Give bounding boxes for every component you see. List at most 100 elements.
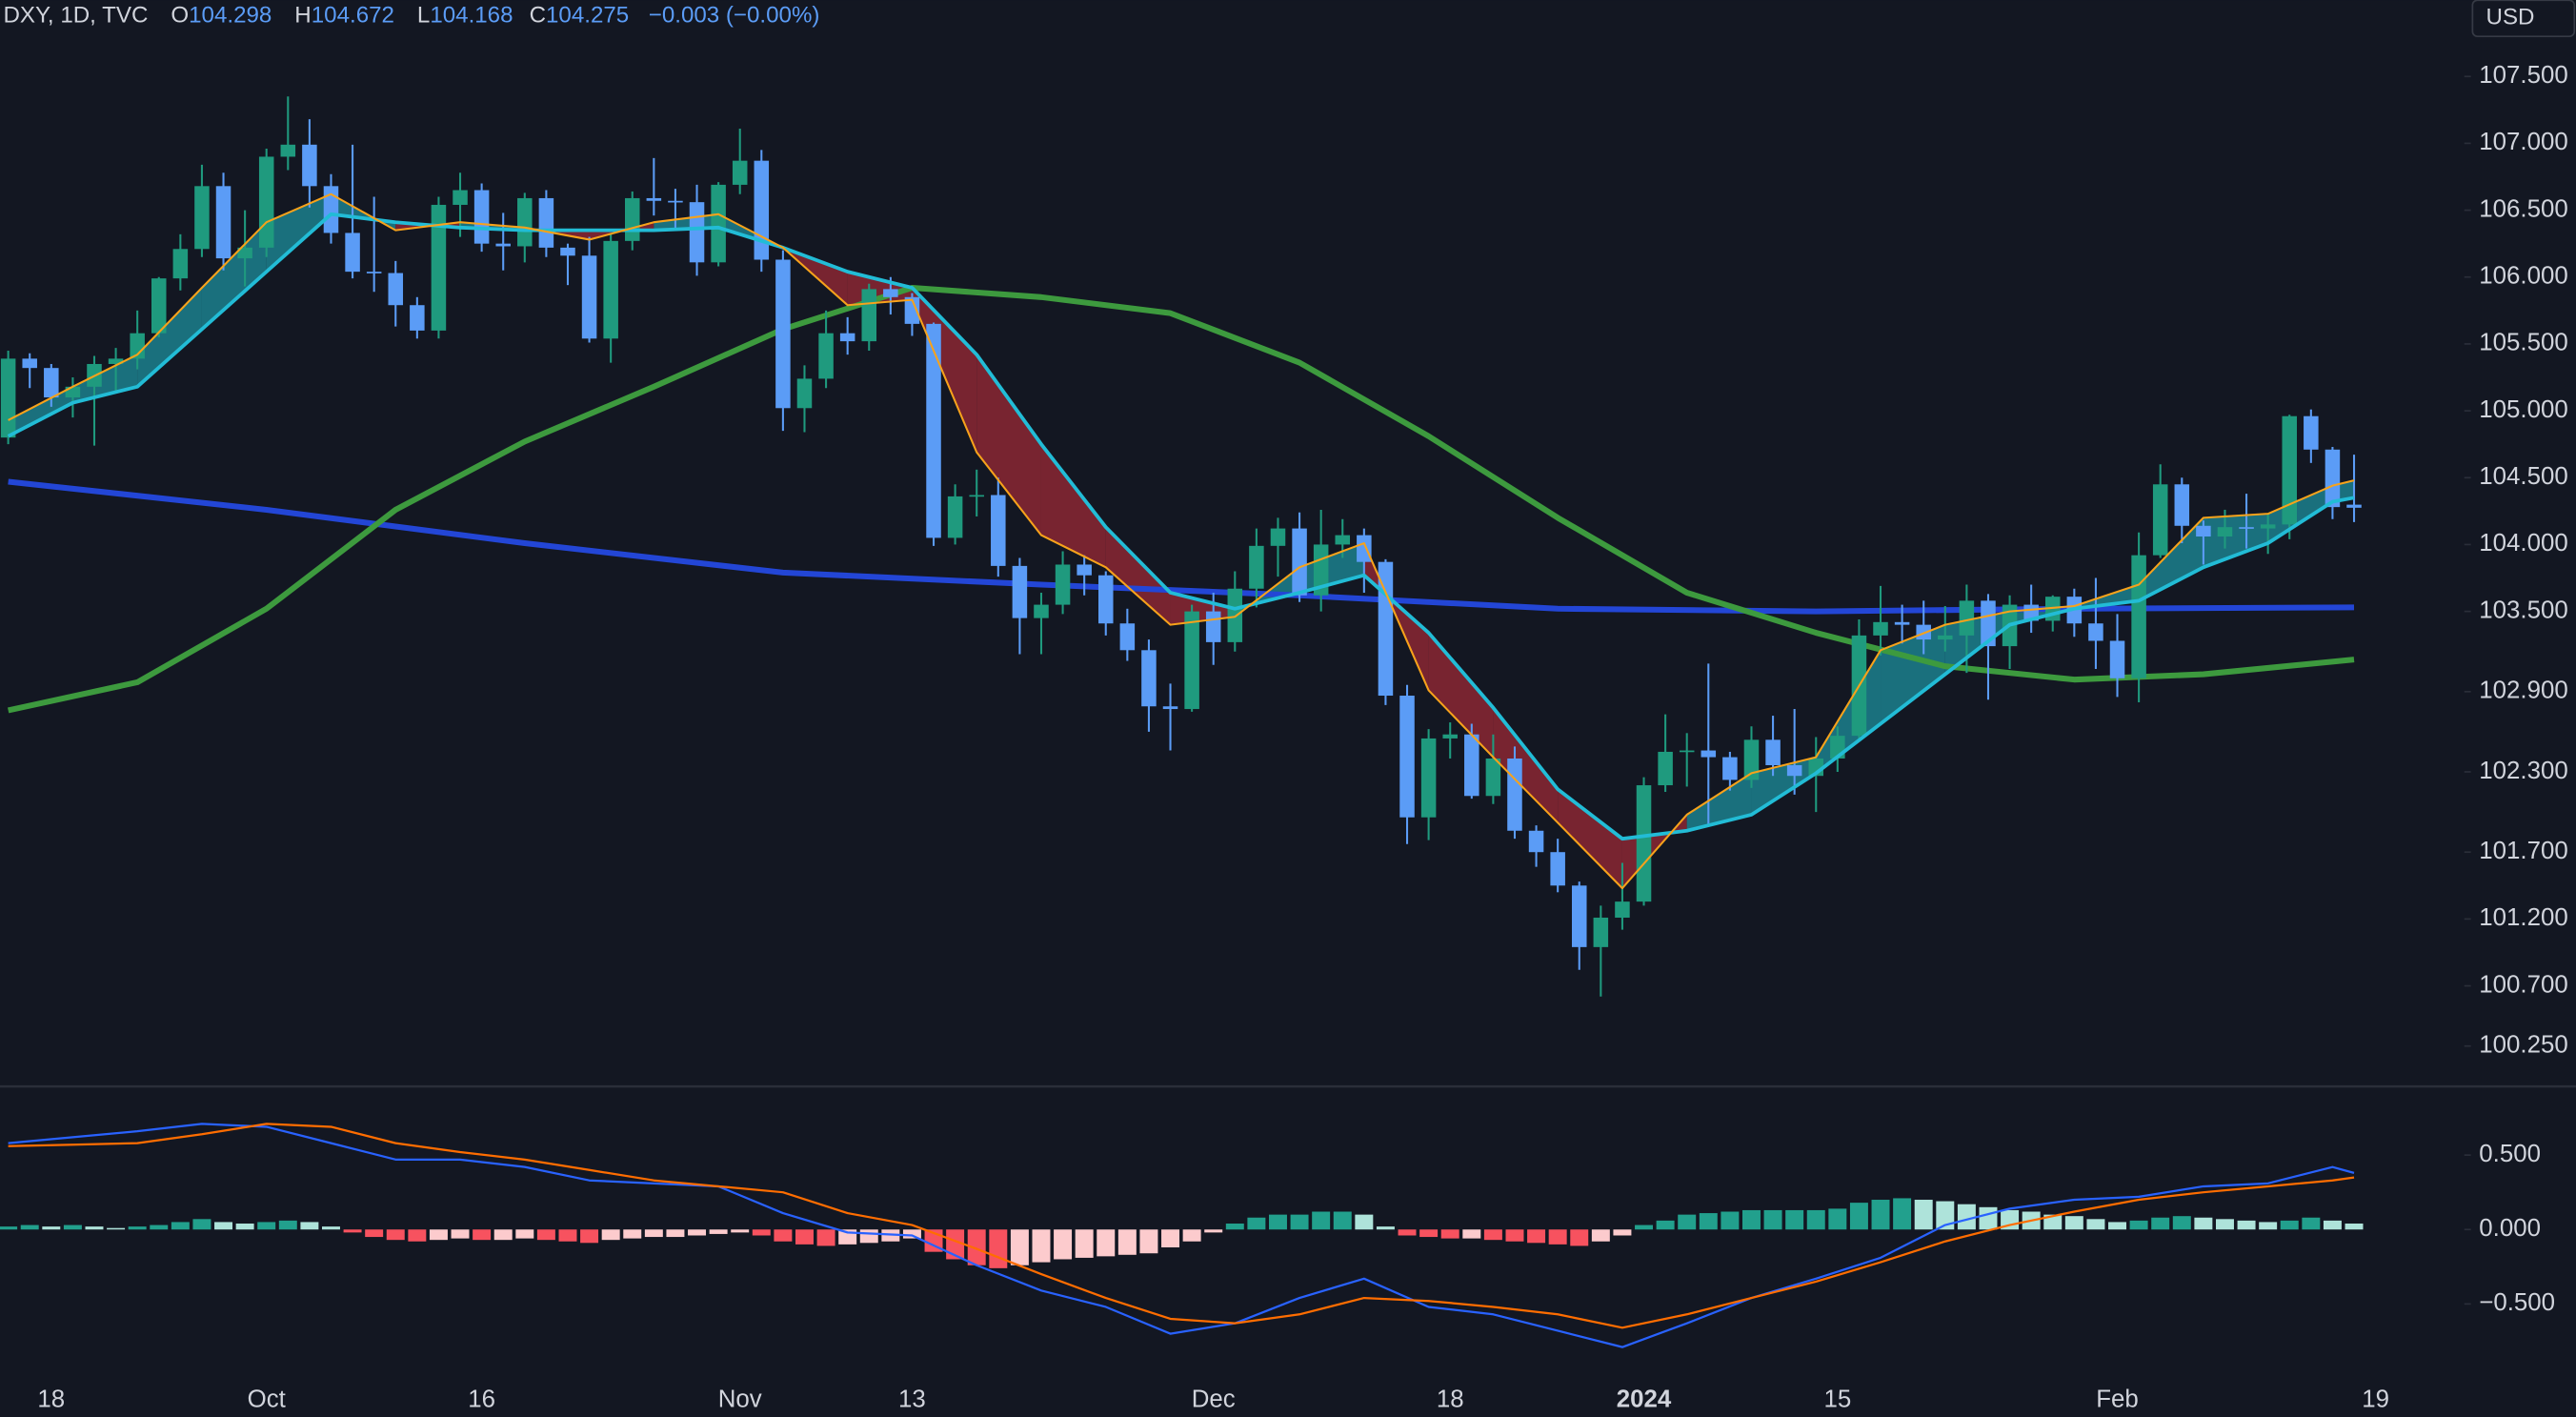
histogram-bar — [2302, 1217, 2321, 1230]
histogram-bar — [2064, 1216, 2083, 1230]
histogram-bar — [795, 1229, 814, 1245]
histogram-bar — [300, 1222, 319, 1230]
histogram-bar — [2345, 1223, 2364, 1230]
histogram-bar — [1398, 1229, 1417, 1236]
histogram-bar — [1247, 1217, 1266, 1230]
symbol: DXY, 1D, TVC — [3, 3, 148, 29]
histogram-bar — [601, 1229, 620, 1241]
candle-body — [646, 197, 662, 201]
histogram-bar — [644, 1229, 663, 1238]
candle-body — [388, 273, 404, 306]
field-value: 104.298 — [189, 3, 272, 29]
cloud-segment — [1686, 773, 1752, 831]
histogram-bar — [1161, 1229, 1180, 1247]
y-tick-label: 0.000 — [2479, 1215, 2541, 1242]
candle-body — [345, 233, 360, 273]
histogram-bar — [20, 1225, 39, 1230]
candle-body — [1119, 623, 1136, 651]
histogram-bar — [558, 1229, 577, 1242]
candle-body — [926, 323, 941, 538]
histogram-bar — [688, 1229, 707, 1236]
histogram-bar — [1656, 1220, 1675, 1230]
candle-body — [1399, 696, 1415, 818]
histogram-bar — [343, 1229, 362, 1233]
histogram-bar — [859, 1229, 878, 1244]
histogram-bar — [1054, 1229, 1073, 1260]
y-tick-label: 101.200 — [2479, 904, 2567, 931]
header: DXY, 1D, TVC O104.298 H104.672 L104.168 … — [3, 3, 819, 29]
histogram-bar — [1333, 1211, 1352, 1230]
cloud-segment — [1493, 707, 1559, 823]
candle-body — [2324, 449, 2341, 508]
histogram-bar — [1462, 1229, 1481, 1239]
y-tick-label: 105.000 — [2479, 396, 2567, 423]
candle-body — [2174, 484, 2190, 526]
candle-body — [2196, 525, 2211, 537]
cloud-segment — [137, 287, 202, 387]
candle-body — [130, 333, 145, 359]
histogram-bar — [192, 1219, 211, 1230]
histogram-bar — [2194, 1217, 2213, 1230]
candle-body — [2088, 623, 2103, 641]
candle-body — [1938, 635, 1953, 640]
histogram-bar — [1570, 1229, 1589, 1246]
histogram-bar — [214, 1222, 233, 1230]
histogram-bar — [515, 1229, 534, 1239]
y-tick-label: 100.250 — [2479, 1032, 2567, 1059]
currency-box[interactable] — [2471, 0, 2576, 38]
candle-body — [1571, 885, 1587, 947]
y-tick-label: 101.700 — [2479, 838, 2567, 864]
y-tick-label: 104.000 — [2479, 530, 2567, 557]
histogram-bar — [989, 1229, 1008, 1268]
y-tick-label: 104.500 — [2479, 463, 2567, 490]
histogram-bar — [1483, 1229, 1502, 1241]
histogram-bar — [2280, 1220, 2299, 1230]
histogram-bar — [408, 1229, 427, 1242]
histogram-bar — [1440, 1229, 1459, 1239]
candle-body — [517, 197, 533, 247]
candle-body — [969, 495, 984, 497]
candle-body — [1162, 706, 1178, 710]
candle-body — [2346, 504, 2362, 508]
histogram-bar — [536, 1229, 555, 1241]
candle-body — [1249, 545, 1264, 589]
field-key: C — [530, 3, 546, 29]
histogram-bar — [580, 1229, 599, 1244]
histogram-bar — [1010, 1229, 1029, 1265]
x-tick-label: 15 — [1823, 1386, 1851, 1412]
candle-body — [323, 186, 339, 233]
indicator-line — [8, 192, 2355, 890]
y-tick-label: 100.700 — [2479, 971, 2567, 998]
change: −0.003 (−0.00%) — [649, 3, 820, 29]
candle-body — [1701, 750, 1717, 758]
histogram-bar — [1032, 1229, 1051, 1263]
candle-body — [1765, 739, 1781, 765]
candle-body — [2131, 555, 2146, 678]
candle-body — [754, 160, 770, 260]
histogram-bar — [150, 1225, 169, 1230]
candle-body — [172, 249, 189, 279]
cloud-segment — [8, 386, 73, 436]
histogram-bar — [1376, 1226, 1395, 1230]
candle-body — [280, 144, 296, 157]
candle-body — [1959, 600, 1975, 636]
histogram-bar — [1505, 1229, 1524, 1242]
candle-body — [1485, 758, 1501, 797]
candle-body — [560, 247, 575, 256]
y-tick-label: 102.900 — [2479, 678, 2567, 704]
histogram-bar — [2043, 1214, 2063, 1230]
field-key: L — [417, 3, 430, 29]
candle-body — [65, 386, 81, 398]
field-key: H — [294, 3, 311, 29]
x-tick-label: 16 — [468, 1386, 495, 1412]
histogram-bar — [42, 1226, 61, 1230]
candle-body — [818, 333, 834, 379]
currency-label[interactable]: USD — [2486, 5, 2535, 30]
candle-body — [1464, 734, 1479, 797]
histogram-bar — [235, 1223, 254, 1230]
currency-button[interactable]: USD — [2471, 0, 2576, 38]
histogram-bar — [1117, 1229, 1137, 1255]
candle-body — [883, 289, 898, 297]
histogram-bar — [1613, 1229, 1632, 1236]
x-tick-label: Dec — [1192, 1386, 1236, 1412]
